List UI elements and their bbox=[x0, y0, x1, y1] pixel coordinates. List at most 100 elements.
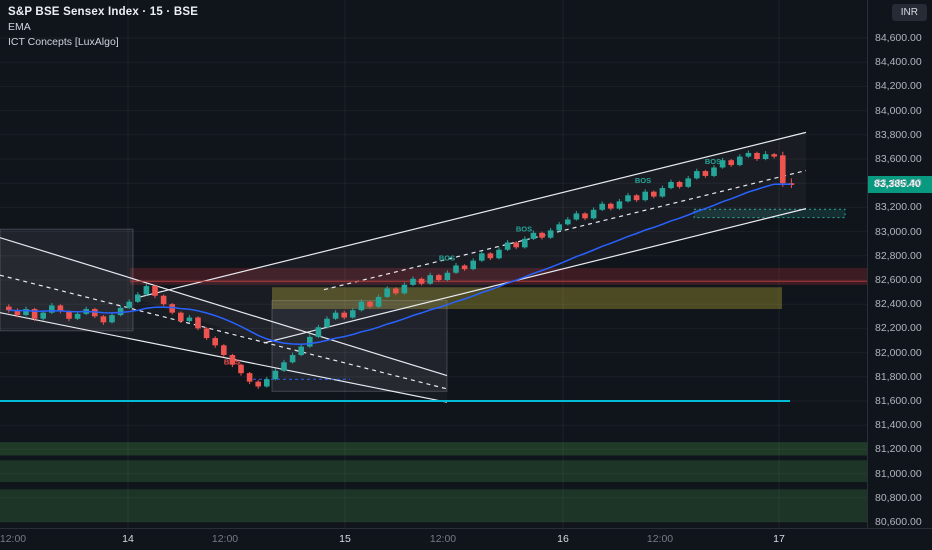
price-axis-label: 80,800.00 bbox=[875, 491, 922, 504]
candle-body bbox=[160, 295, 167, 305]
candle-body bbox=[608, 203, 614, 209]
candle-body bbox=[780, 155, 786, 184]
candle-body bbox=[255, 381, 261, 387]
ascending-channel-line-1[interactable] bbox=[263, 208, 807, 344]
structure-label: BOS bbox=[224, 358, 240, 367]
order-block-teal bbox=[693, 208, 846, 219]
candle-body bbox=[350, 310, 356, 318]
time-axis-label: 14 bbox=[122, 533, 134, 545]
candle-body bbox=[642, 191, 648, 201]
candle-body bbox=[702, 171, 709, 176]
candle-body bbox=[307, 336, 313, 347]
candle-body bbox=[6, 306, 12, 311]
channels-layer bbox=[0, 131, 807, 403]
time-axis[interactable]: 12:00 14 12:00 15 12:00 16 12:00 17 bbox=[0, 528, 932, 550]
candle-body bbox=[487, 253, 494, 259]
ema-line[interactable] bbox=[8, 183, 792, 345]
price-axis-label: 83,800.00 bbox=[875, 128, 922, 141]
candle-body bbox=[556, 224, 562, 231]
indicator-ema-label[interactable]: EMA bbox=[8, 21, 31, 33]
price-axis-label: 81,200.00 bbox=[875, 443, 922, 456]
candle-body bbox=[203, 328, 210, 339]
candle-body bbox=[496, 249, 502, 259]
candle-body bbox=[31, 309, 38, 319]
price-axis-label: 83,600.00 bbox=[875, 153, 922, 165]
candle-body bbox=[504, 242, 511, 250]
candle-body bbox=[754, 152, 760, 159]
candle-body bbox=[264, 379, 270, 387]
time-axis-label: 15 bbox=[339, 533, 351, 545]
candle-body bbox=[427, 275, 433, 284]
candle-body bbox=[444, 272, 451, 280]
candle-body bbox=[238, 364, 244, 374]
currency-button[interactable]: INR bbox=[891, 4, 927, 21]
candle-body bbox=[14, 310, 21, 316]
candle-body bbox=[195, 317, 201, 329]
candle-body bbox=[539, 232, 545, 238]
candle-body bbox=[92, 309, 98, 317]
price-axis-label: 81,800.00 bbox=[875, 370, 922, 383]
hlines-layer bbox=[0, 280, 868, 402]
candle-body bbox=[74, 313, 81, 319]
candle-body bbox=[625, 195, 631, 202]
time-axis-label: 12:00 bbox=[429, 533, 457, 545]
price-axis-label: 81,400.00 bbox=[875, 419, 922, 432]
candle-body bbox=[135, 294, 141, 302]
candle-body bbox=[530, 232, 537, 239]
candle-body bbox=[616, 201, 623, 209]
candle-body bbox=[676, 181, 683, 187]
time-axis-label: 17 bbox=[773, 533, 785, 545]
price-axis-label: 82,600.00 bbox=[875, 274, 922, 286]
candle-body bbox=[694, 171, 700, 179]
price-axis[interactable]: 83,385.40 84,600.00 84,400.00 84,200.00 84,… bbox=[867, 0, 932, 529]
candle-body bbox=[126, 301, 132, 308]
demand-zone-green-2 bbox=[0, 460, 868, 483]
candle-body bbox=[358, 301, 365, 311]
candle-body bbox=[66, 311, 72, 319]
price-chart[interactable]: BOS BOS BOS BOS BOS bbox=[0, 0, 869, 529]
ascending-channel-line-2[interactable] bbox=[323, 169, 807, 291]
candle-body bbox=[57, 305, 64, 312]
demand-zone-yellow bbox=[272, 287, 782, 310]
candle-body bbox=[401, 284, 408, 294]
price-axis-label: 81,600.00 bbox=[875, 395, 922, 407]
candle-body bbox=[315, 327, 322, 337]
descending-channel-line-0[interactable] bbox=[0, 237, 448, 377]
candle-body bbox=[651, 191, 657, 197]
candle-body bbox=[143, 286, 150, 295]
candle-body bbox=[40, 312, 46, 319]
time-axis-label: 12:00 bbox=[0, 533, 27, 545]
candle-body bbox=[100, 316, 107, 323]
candle-body bbox=[737, 156, 743, 166]
ema-layer bbox=[8, 183, 792, 345]
candle-body bbox=[281, 362, 287, 371]
price-axis-label: 84,400.00 bbox=[875, 56, 922, 69]
price-axis-label: 83,400.00 bbox=[875, 177, 922, 190]
candle-body bbox=[212, 338, 218, 346]
supply-zone-red bbox=[130, 267, 868, 285]
price-axis-label: 80,600.00 bbox=[875, 516, 922, 528]
indicator-ict-label[interactable]: ICT Concepts [LuxAlgo] bbox=[8, 36, 119, 48]
price-axis-label: 82,000.00 bbox=[875, 346, 922, 359]
candle-body bbox=[169, 304, 175, 313]
candle-body bbox=[745, 152, 752, 157]
candle-body bbox=[229, 355, 236, 365]
candle-body bbox=[152, 286, 158, 296]
ascending-channel-line-0[interactable] bbox=[134, 131, 807, 299]
demand-zone-green-1 bbox=[0, 442, 868, 456]
candle-body bbox=[461, 265, 468, 270]
structure-label: BOS bbox=[516, 225, 532, 234]
demand-zone-green-3 bbox=[0, 489, 868, 522]
price-axis-label: 82,800.00 bbox=[875, 249, 922, 262]
candle-body bbox=[332, 312, 339, 319]
candle-body bbox=[711, 167, 717, 176]
structure-label: BOS bbox=[635, 176, 651, 185]
candle-body bbox=[178, 312, 184, 322]
symbol-title[interactable]: S&P BSE Sensex Index · 15 · BSE bbox=[8, 6, 199, 18]
time-axis-label: 16 bbox=[557, 533, 569, 545]
descending-channel-line-1[interactable] bbox=[0, 312, 448, 403]
candle-body bbox=[633, 195, 640, 201]
price-axis-label: 82,200.00 bbox=[875, 322, 922, 335]
descending-channel-line-2[interactable] bbox=[0, 274, 448, 390]
